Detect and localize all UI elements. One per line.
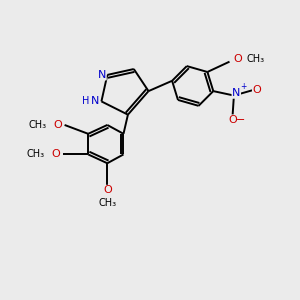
Text: CH₃: CH₃ <box>28 120 46 130</box>
Text: N: N <box>232 88 241 98</box>
Text: O: O <box>51 149 60 159</box>
Text: N: N <box>91 96 99 106</box>
Text: O: O <box>233 54 242 64</box>
Text: O: O <box>228 115 237 125</box>
Text: CH₃: CH₃ <box>98 198 116 208</box>
Text: N: N <box>98 70 106 80</box>
Text: −: − <box>236 115 245 125</box>
Text: CH₃: CH₃ <box>27 149 45 159</box>
Text: O: O <box>53 120 62 130</box>
Text: O: O <box>253 85 261 94</box>
Text: O: O <box>103 185 112 195</box>
Text: CH₃: CH₃ <box>247 54 265 64</box>
Text: H: H <box>82 96 90 106</box>
Text: +: + <box>240 82 247 91</box>
